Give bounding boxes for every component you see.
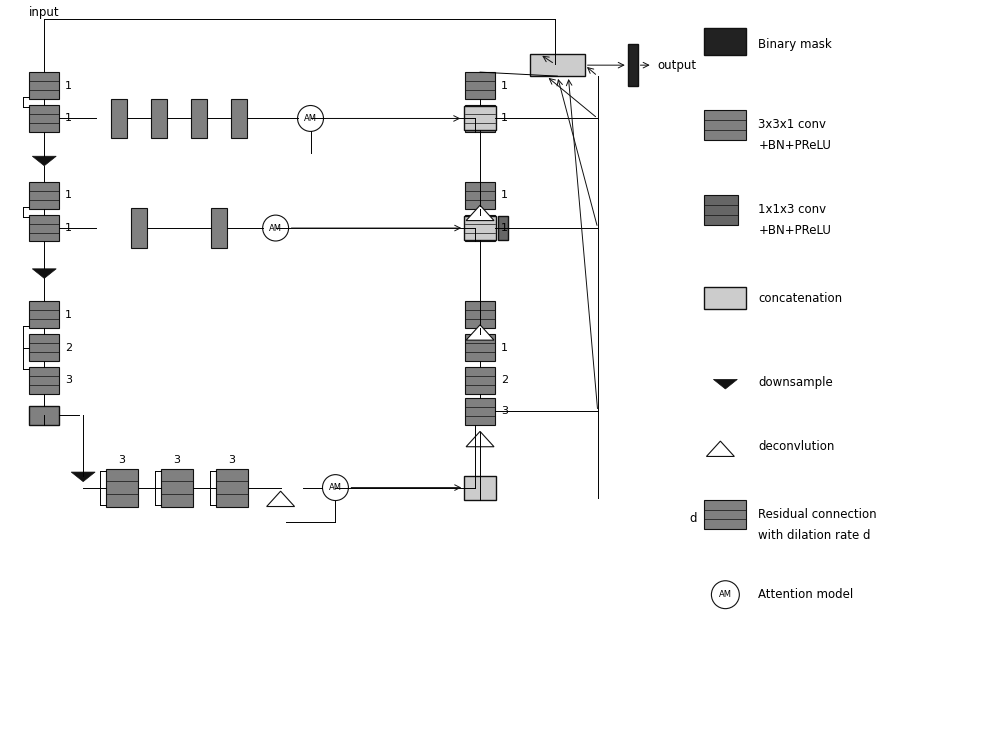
Text: 1: 1	[65, 81, 72, 90]
Text: Residual connection: Residual connection	[758, 508, 877, 521]
Text: AM: AM	[269, 224, 282, 233]
Bar	[465, 215, 495, 242]
Text: 1: 1	[501, 114, 508, 123]
Bar	[29, 215, 59, 242]
Bar	[111, 99, 127, 139]
Bar	[464, 106, 496, 130]
Text: 1: 1	[501, 81, 508, 90]
Text: concatenation: concatenation	[758, 292, 842, 305]
Circle shape	[263, 215, 289, 241]
Bar	[464, 476, 496, 499]
Polygon shape	[32, 156, 56, 166]
Circle shape	[711, 581, 739, 608]
Polygon shape	[267, 491, 295, 507]
Text: 3: 3	[228, 455, 235, 465]
Bar	[704, 499, 746, 529]
Polygon shape	[466, 206, 494, 221]
Text: 1: 1	[501, 343, 508, 352]
Bar	[465, 334, 495, 361]
Bar	[29, 301, 59, 328]
Bar	[628, 44, 638, 86]
Bar	[704, 29, 746, 55]
Bar	[465, 72, 495, 99]
Bar	[465, 367, 495, 394]
Bar	[465, 398, 495, 425]
Text: AM: AM	[304, 114, 317, 123]
Text: 2: 2	[65, 343, 72, 352]
Bar	[498, 216, 508, 240]
Text: with dilation rate d: with dilation rate d	[758, 529, 871, 542]
Text: downsample: downsample	[758, 376, 833, 389]
Bar	[704, 110, 746, 140]
Polygon shape	[713, 380, 737, 389]
Bar	[465, 181, 495, 209]
Bar	[161, 468, 193, 507]
Bar	[530, 54, 585, 76]
Text: 3x3x1 conv: 3x3x1 conv	[758, 118, 826, 132]
Text: 2: 2	[501, 376, 508, 386]
Text: 3: 3	[119, 455, 126, 465]
Text: deconvlution: deconvlution	[758, 440, 835, 453]
Text: 1x1x3 conv: 1x1x3 conv	[758, 203, 826, 216]
Text: 1: 1	[501, 191, 508, 200]
Polygon shape	[466, 431, 494, 447]
Bar	[216, 468, 248, 507]
Text: 1: 1	[501, 223, 508, 233]
Bar	[211, 208, 227, 248]
Polygon shape	[466, 325, 494, 340]
Text: +BN+PReLU: +BN+PReLU	[758, 139, 831, 152]
Polygon shape	[706, 441, 734, 456]
Bar	[151, 99, 167, 139]
Text: 3: 3	[501, 407, 508, 416]
Text: 3: 3	[65, 376, 72, 386]
Bar	[29, 72, 59, 99]
Text: AM: AM	[719, 590, 732, 599]
Text: 3: 3	[173, 455, 180, 465]
Text: d: d	[689, 512, 696, 525]
Bar	[704, 288, 746, 309]
Bar	[704, 195, 738, 224]
Bar	[29, 334, 59, 361]
Bar	[29, 367, 59, 394]
Bar	[29, 406, 59, 425]
Bar	[131, 208, 147, 248]
Text: +BN+PReLU: +BN+PReLU	[758, 224, 831, 237]
Bar	[29, 181, 59, 209]
Circle shape	[322, 474, 348, 501]
Bar	[231, 99, 247, 139]
Text: 1: 1	[65, 223, 72, 233]
Text: 1: 1	[65, 114, 72, 123]
Text: AM: AM	[329, 483, 342, 492]
Bar	[464, 216, 496, 240]
Polygon shape	[71, 472, 95, 482]
Text: output: output	[658, 59, 697, 72]
Text: Attention model: Attention model	[758, 588, 854, 601]
Polygon shape	[32, 269, 56, 279]
Bar	[465, 301, 495, 328]
Bar	[106, 468, 138, 507]
Circle shape	[298, 105, 323, 132]
Text: input: input	[29, 6, 60, 20]
Bar	[29, 105, 59, 132]
Text: 1: 1	[65, 309, 72, 320]
Text: Binary mask: Binary mask	[758, 38, 832, 50]
Bar	[191, 99, 207, 139]
Bar	[465, 105, 495, 132]
Text: 1: 1	[65, 191, 72, 200]
